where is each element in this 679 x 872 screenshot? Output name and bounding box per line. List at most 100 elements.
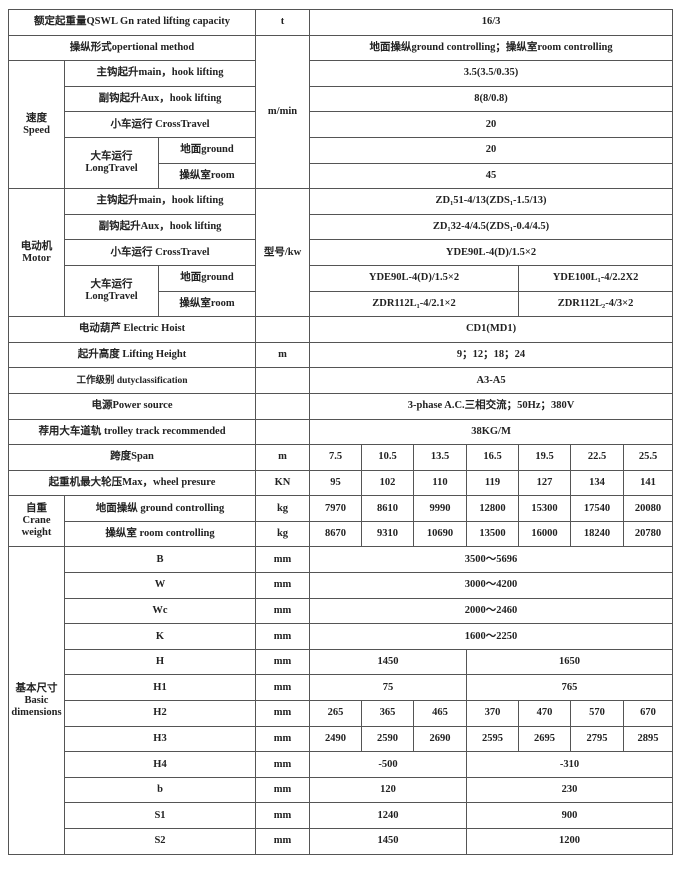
value: 10.5 [361, 444, 415, 471]
value: 2590 [361, 725, 415, 753]
value: 1650 [466, 648, 674, 676]
row-duty: 工作级别 dutyclassification A3-A5 [7, 367, 674, 394]
row-dim-h1: H1 mm 75 765 [9, 674, 674, 702]
label: 起重机最大轮压Max，wheel presure [7, 469, 257, 497]
value: 8670 [309, 520, 363, 548]
value: 265 [309, 700, 363, 727]
unit: m/min [255, 34, 311, 190]
label-en: LongTravel [85, 291, 138, 303]
label: 荐用大车道轨 trolley track recommended [7, 418, 257, 446]
label: 操纵形式opertional method [7, 34, 257, 62]
long-travel-label: 大车运行 LongTravel [64, 136, 159, 190]
label: H3 [63, 725, 257, 753]
value: 765 [466, 674, 674, 702]
value: 2490 [309, 725, 363, 753]
dimensions-group: 基本尺寸 Basic dimensions [8, 546, 65, 855]
label: S2 [63, 828, 257, 855]
value: YDE90L-4(D)/1.5×2 [309, 264, 520, 292]
value: 9310 [361, 520, 415, 548]
value: 9；12；18；24 [309, 341, 674, 369]
row-speed-aux: 副钩起升Aux，hook lifting 8(8/0.8) [9, 85, 674, 113]
value: 2895 [623, 725, 674, 753]
label: Wc [63, 597, 257, 625]
label: 操纵室room [157, 290, 257, 318]
label: H1 [63, 674, 257, 702]
label: 小车运行 CrossTravel [63, 111, 257, 138]
value: A3-A5 [309, 367, 674, 394]
label: H [63, 648, 257, 676]
label: 副钩起升Aux，hook lifting [63, 213, 257, 241]
group-en: Basic dimensions [11, 694, 62, 718]
value: -310 [466, 751, 674, 778]
unit: mm [255, 725, 311, 753]
group-cn: 自重 [26, 503, 47, 515]
row-dim-b: b mm 120 230 [9, 776, 674, 804]
unit [255, 392, 311, 420]
value: 370 [466, 700, 520, 727]
row-dim-h4: H4 mm -500 -310 [9, 751, 674, 778]
value: 1240 [309, 802, 468, 829]
value: 2000～2460 [309, 597, 674, 625]
value: 120 [309, 776, 468, 804]
label: 副钩起升Aux，hook lifting [63, 85, 257, 113]
value: 900 [466, 802, 674, 829]
row-lifting-height: 起升高度 Lifting Height m 9；12；18；24 [7, 341, 674, 369]
row-power: 电源Power source 3-phase A.C.三相交流；50Hz；380… [7, 392, 674, 420]
unit: mm [255, 700, 311, 727]
row-weight-room: 操纵室 room controlling kg 8670 9310 10690 13500… [9, 520, 674, 548]
value: 1450 [309, 828, 468, 855]
unit: kg [255, 520, 311, 548]
value: 470 [518, 700, 572, 727]
value: 19.5 [518, 444, 572, 471]
value: 3000～4200 [309, 572, 674, 599]
value: 110 [413, 469, 468, 497]
value: -500 [309, 751, 468, 778]
value: ZD₁51-4/13(ZDS₁-1.5/13) [309, 188, 674, 215]
value: 95 [309, 469, 363, 497]
value: 3-phase A.C.三相交流；50Hz；380V [309, 392, 674, 420]
row-motor-long-room: 操纵室room ZDR112L₁-4/2.1×2 ZDR112L₂-4/3×2 [9, 290, 674, 318]
value: 2595 [466, 725, 520, 753]
value: 17540 [570, 495, 625, 522]
value: 16/3 [309, 9, 674, 36]
label: B [63, 546, 257, 574]
value: 地面操纵ground controlling；操纵室room controlli… [309, 34, 674, 62]
unit [255, 316, 311, 343]
row-operational-method: 操纵形式opertional method m/min 地面操纵ground c… [7, 34, 674, 190]
label: H2 [63, 700, 257, 727]
label-cn: 大车运行 [90, 279, 133, 291]
value: 9990 [413, 495, 468, 522]
row-hoist: 电动葫芦 Electric Hoist CD1(MD1) [7, 316, 674, 343]
value: 25.5 [623, 444, 674, 471]
value: 15300 [518, 495, 572, 522]
value: 2690 [413, 725, 468, 753]
crane-spec-table: 额定起重量QSWL Gn rated lifting capacity t 16… [7, 9, 674, 855]
value: 10690 [413, 520, 468, 548]
value: 7970 [309, 495, 363, 522]
label: 起升高度 Lifting Height [7, 341, 257, 369]
value: 141 [623, 469, 674, 497]
label: K [63, 623, 257, 650]
value: 670 [623, 700, 674, 727]
row-track: 荐用大车道轨 trolley track recommended 38KG/M [7, 418, 674, 446]
unit: 型号/kw [255, 188, 311, 318]
label: H4 [63, 751, 257, 778]
value: 2695 [518, 725, 572, 753]
weight-group: 自重 Crane weight [8, 495, 65, 548]
label: 主钩起升main，hook lifting [63, 60, 257, 87]
value: YDE90L-4(D)/1.5×2 [309, 239, 674, 266]
row-dim-s1: S1 mm 1240 900 [9, 802, 674, 829]
value: 127 [518, 469, 572, 497]
value: 20780 [623, 520, 674, 548]
label: W [63, 572, 257, 599]
unit: mm [255, 546, 311, 574]
value: 38KG/M [309, 418, 674, 446]
value: 1450 [309, 648, 468, 676]
unit: mm [255, 828, 311, 855]
group-cn: 电动机 [20, 240, 53, 252]
label: 操纵室room [157, 162, 257, 190]
row-rated-capacity: 额定起重量QSWL Gn rated lifting capacity t 16… [7, 9, 674, 36]
row-speed-cross: 小车运行 CrossTravel 20 [9, 111, 674, 138]
